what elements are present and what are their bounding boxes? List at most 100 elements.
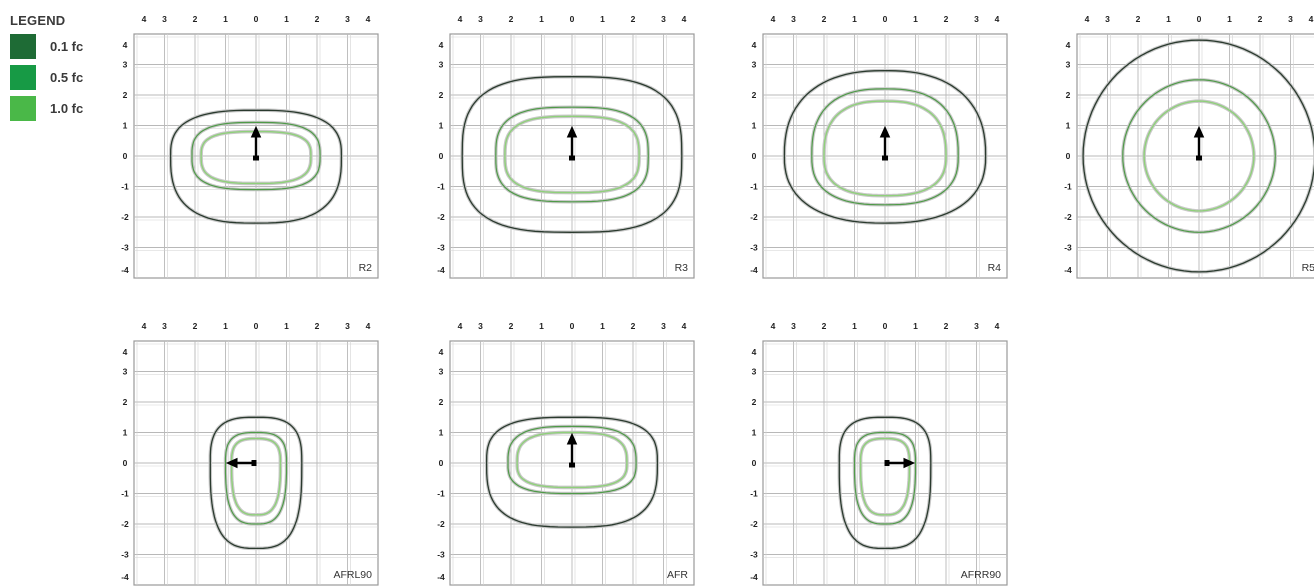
- x-tick-label: 3: [791, 321, 796, 331]
- isofootcandle-contours: [460, 74, 684, 235]
- isofootcandle-contours: [837, 415, 933, 551]
- grid: [450, 34, 694, 278]
- contour-line: [200, 130, 312, 185]
- plot-svg: 4 3 2 1 0 1 2 3 4 4 3 2 1 0 -1 -2 -3 -4 R3: [437, 14, 695, 279]
- photometric-plot-afrr90: 4 3 2 1 0 1 2 3 4 4 3 2 1 0 -1 -2 -3 -4 AFRR90: [745, 317, 1008, 587]
- x-tick-label: 3: [661, 14, 666, 24]
- y-tick-label: 4: [123, 347, 128, 357]
- plot-svg: 4 3 2 1 0 1 2 3 4 4 3 2 1 0 -1 -2 -3 -4 R2: [121, 14, 379, 279]
- x-tick-label: 2: [509, 14, 514, 24]
- legend-item-0-5fc: 0.5 fc: [10, 65, 120, 90]
- y-tick-label: 0: [752, 458, 757, 468]
- legend-swatch: [10, 34, 36, 59]
- direction-arrow-icon: [566, 432, 578, 468]
- y-tick-label: -1: [750, 489, 758, 499]
- x-tick-label: 2: [315, 321, 320, 331]
- contour-line: [485, 416, 659, 528]
- distribution-label: R4: [988, 262, 1002, 274]
- x-tick-label: 2: [193, 321, 198, 331]
- contour-line: [507, 425, 637, 495]
- x-tick-label: 2: [509, 321, 514, 331]
- grid: [134, 341, 378, 585]
- x-tick-label: 1: [1166, 14, 1171, 24]
- photometric-plot-afr: 4 3 2 1 0 1 2 3 4 4 3 2 1 0 -1 -2 -3 -4 AFR: [432, 317, 695, 587]
- contour-line: [838, 416, 932, 550]
- contour-line: [191, 121, 321, 191]
- distribution-label: R5: [1302, 262, 1314, 274]
- contour-line: [1122, 79, 1276, 233]
- y-tick-label: 4: [752, 40, 757, 50]
- grid-minor: [450, 34, 694, 278]
- contour-line: [495, 106, 649, 203]
- x-tick-label: 4: [142, 321, 147, 331]
- x-tick-label: 0: [254, 321, 259, 331]
- x-tick-label: 4: [458, 321, 463, 331]
- y-tick-label: -1: [121, 489, 129, 499]
- y-tick-label: 1: [123, 428, 128, 438]
- y-tick-label: 3: [1066, 60, 1071, 70]
- legend-label: 1.0 fc: [50, 101, 84, 116]
- x-tick-label: 3: [974, 14, 979, 24]
- distribution-label: R3: [675, 262, 689, 274]
- contour-line: [1082, 39, 1314, 273]
- x-tick-label: 3: [974, 321, 979, 331]
- x-tick-label: 1: [284, 321, 289, 331]
- photometric-plot-r5: 4 3 2 1 0 1 2 3 4 4 3 2 1 0 -1 -2 -3 -4 R5: [1059, 10, 1314, 280]
- y-tick-label: -4: [437, 265, 445, 275]
- y-tick-label: 1: [123, 121, 128, 131]
- y-tick-label: -4: [121, 572, 129, 582]
- y-tick-label: 4: [439, 347, 444, 357]
- x-tick-label: 2: [944, 14, 949, 24]
- legend-swatch: [10, 96, 36, 121]
- y-tick-label: -1: [750, 182, 758, 192]
- y-tick-label: 3: [123, 367, 128, 377]
- x-tick-label: 1: [539, 14, 544, 24]
- y-tick-label: 4: [1066, 40, 1071, 50]
- isofootcandle-contours: [208, 415, 304, 551]
- contour-line: [859, 437, 911, 516]
- x-tick-label: 4: [771, 14, 776, 24]
- y-tick-label: -3: [437, 243, 445, 253]
- legend-label: 0.1 fc: [50, 39, 84, 54]
- x-tick-label: 4: [682, 321, 687, 331]
- contour-line: [516, 431, 628, 489]
- x-tick-label: 4: [1309, 14, 1314, 24]
- x-tick-label: 1: [600, 14, 605, 24]
- x-tick-label: 3: [791, 14, 796, 24]
- y-tick-label: -4: [121, 265, 129, 275]
- y-tick-label: 2: [752, 397, 757, 407]
- contour-line: [783, 69, 987, 224]
- y-tick-label: -4: [437, 572, 445, 582]
- legend-swatch: [10, 65, 36, 90]
- y-tick-label: -1: [437, 489, 445, 499]
- x-tick-label: 4: [366, 14, 371, 24]
- x-tick-label: 3: [1288, 14, 1293, 24]
- direction-arrow-icon: [250, 125, 262, 161]
- contour-line: [1143, 100, 1255, 212]
- contour-line: [224, 431, 288, 525]
- y-tick-label: -2: [121, 519, 129, 529]
- direction-arrow-icon: [884, 457, 916, 469]
- y-tick-label: 2: [123, 90, 128, 100]
- x-tick-label: 3: [661, 321, 666, 331]
- x-tick-label: 0: [1197, 14, 1202, 24]
- x-tick-label: 1: [852, 321, 857, 331]
- x-tick-label: 1: [284, 14, 289, 24]
- y-tick-label: -4: [1064, 265, 1072, 275]
- contour-line: [823, 100, 947, 197]
- contour-line: [853, 431, 917, 525]
- x-tick-label: 2: [631, 14, 636, 24]
- x-tick-label: 1: [913, 321, 918, 331]
- y-tick-label: -3: [437, 550, 445, 560]
- y-tick-label: -3: [121, 550, 129, 560]
- isofootcandle-contours: [484, 415, 660, 529]
- y-tick-label: -2: [437, 519, 445, 529]
- x-tick-label: 4: [995, 14, 1000, 24]
- isofootcandle-contours: [782, 68, 988, 225]
- y-tick-label: 3: [752, 60, 757, 70]
- distribution-label: AFRR90: [961, 569, 1001, 581]
- contour-line: [461, 76, 683, 233]
- y-tick-label: 2: [439, 397, 444, 407]
- x-tick-label: 3: [162, 14, 167, 24]
- y-tick-label: -3: [1064, 243, 1072, 253]
